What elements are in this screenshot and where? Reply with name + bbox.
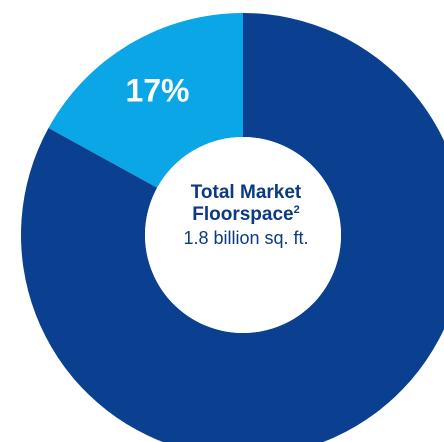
slice-2 bbox=[21, 13, 444, 442]
center-title-line-2: Floorspace2 bbox=[146, 204, 346, 226]
center-title-line-1: Total Market bbox=[190, 182, 302, 203]
center-title-word: Floorspace bbox=[192, 204, 294, 225]
slice-1 bbox=[48, 13, 243, 188]
center-value: 1.8 billion sq. ft. bbox=[183, 228, 309, 248]
center-label: Total Market Floorspace2 1.8 billion sq.… bbox=[146, 182, 346, 249]
slice-1-label: 17% bbox=[125, 72, 189, 108]
donut-hole bbox=[145, 137, 341, 333]
footnote-marker: 2 bbox=[293, 204, 300, 216]
